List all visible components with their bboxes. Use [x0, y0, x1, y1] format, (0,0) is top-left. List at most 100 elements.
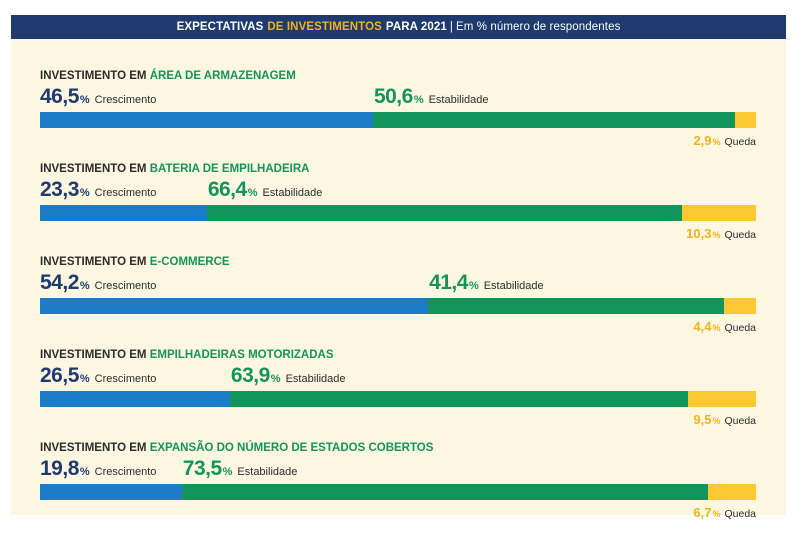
queda-label-value: 9,5 — [693, 412, 712, 427]
stacked-bar — [40, 484, 756, 500]
bar-estabilidade — [206, 205, 683, 221]
bar-crescimento — [40, 298, 429, 314]
bar-estabilidade — [181, 484, 709, 500]
estabilidade-label-value: 41,4 — [429, 271, 468, 294]
queda-label-series-label: Queda — [724, 508, 756, 520]
crescimento-label-value: 23,3 — [40, 178, 79, 201]
crescimento-label-percent-sign: % — [79, 187, 90, 199]
queda-label-value: 4,4 — [693, 319, 712, 334]
estabilidade-label-value: 73,5 — [182, 457, 222, 480]
bar-queda — [687, 391, 756, 407]
crescimento-label: 54,2% Crescimento — [40, 271, 156, 295]
header-title-highlight: DE INVESTIMENTOS — [267, 21, 382, 33]
crescimento-label-value: 46,5 — [40, 85, 79, 108]
header-title-part1: EXPECTATIVAS — [176, 21, 264, 33]
queda-label-percent-sign: % — [712, 137, 721, 147]
queda-label-value: 10,3 — [686, 226, 712, 241]
section-title-name: EXPANSÃO DO NÚMERO DE ESTADOS COBERTOS — [149, 442, 434, 454]
estabilidade-label-percent-sign: % — [468, 280, 479, 292]
header-separator: | — [449, 21, 453, 33]
bar-crescimento — [40, 391, 230, 407]
queda-label-percent-sign: % — [712, 509, 721, 519]
stacked-bar — [40, 112, 756, 128]
section-title: INVESTIMENTO EM ÁREA DE ARMAZENAGEM — [40, 70, 296, 82]
crescimento-label-series-label: Crescimento — [94, 94, 157, 106]
crescimento-label-series-label: Crescimento — [94, 373, 157, 385]
estabilidade-label-series-label: Estabilidade — [285, 373, 346, 385]
chart-section-3: INVESTIMENTO EM E-COMMERCE 54,2% Crescimen… — [40, 256, 756, 348]
estabilidade-label: 66,4% Estabilidade — [208, 178, 323, 202]
section-title-name: EMPILHADEIRAS MOTORIZADAS — [149, 349, 334, 361]
crescimento-label-series-label: Crescimento — [94, 187, 157, 199]
section-title-name: ÁREA DE ARMAZENAGEM — [149, 70, 296, 82]
chart-header: EXPECTATIVAS DE INVESTIMENTOS PARA 2021 … — [11, 15, 786, 39]
crescimento-label: 46,5% Crescimento — [40, 85, 156, 109]
estabilidade-label-percent-sign: % — [270, 373, 281, 385]
estabilidade-label-series-label: Estabilidade — [237, 466, 298, 478]
section-title: INVESTIMENTO EM EMPILHADEIRAS MOTORIZADA… — [40, 349, 334, 361]
queda-label-value: 6,7 — [693, 505, 712, 520]
stacked-bar — [40, 298, 756, 314]
bar-estabilidade — [229, 391, 688, 407]
section-title-prefix: INVESTIMENTO EM — [40, 349, 150, 361]
estabilidade-label: 73,5% Estabilidade — [183, 457, 298, 481]
bar-estabilidade — [372, 112, 736, 128]
section-title-prefix: INVESTIMENTO EM — [40, 442, 150, 454]
crescimento-label: 26,5% Crescimento — [40, 364, 156, 388]
section-title-prefix: INVESTIMENTO EM — [40, 70, 150, 82]
chart-section-2: INVESTIMENTO EM BATERIA DE EMPILHADEIRA 2… — [40, 163, 756, 255]
queda-label: 9,5% Queda — [693, 412, 756, 427]
bar-queda — [735, 112, 756, 128]
chart-section-1: INVESTIMENTO EM ÁREA DE ARMAZENAGEM 46,5%… — [40, 70, 756, 162]
estabilidade-label-percent-sign: % — [413, 94, 424, 106]
header-subtitle: Em % número de respondentes — [455, 21, 621, 33]
bar-crescimento — [40, 205, 207, 221]
queda-label-series-label: Queda — [724, 229, 756, 241]
estabilidade-label-series-label: Estabilidade — [262, 187, 323, 199]
estabilidade-label-percent-sign: % — [247, 187, 258, 199]
queda-label: 4,4% Queda — [693, 319, 756, 334]
bar-crescimento — [40, 484, 182, 500]
crescimento-label-value: 54,2 — [40, 271, 79, 294]
bar-queda — [708, 484, 756, 500]
chart-section-4: INVESTIMENTO EM EMPILHADEIRAS MOTORIZADA… — [40, 349, 756, 441]
queda-label: 2,9% Queda — [693, 133, 756, 148]
estabilidade-label-value: 50,6 — [373, 85, 413, 108]
estabilidade-label: 41,4% Estabilidade — [429, 271, 544, 295]
crescimento-label-percent-sign: % — [79, 373, 90, 385]
crescimento-label-percent-sign: % — [79, 466, 90, 478]
estabilidade-label-series-label: Estabilidade — [428, 94, 489, 106]
stacked-bar — [40, 391, 756, 407]
queda-label-series-label: Queda — [724, 322, 756, 334]
estabilidade-label: 50,6% Estabilidade — [374, 85, 489, 109]
section-title-prefix: INVESTIMENTO EM — [40, 163, 150, 175]
crescimento-label-series-label: Crescimento — [94, 466, 157, 478]
crescimento-label-series-label: Crescimento — [94, 280, 157, 292]
bar-queda — [682, 205, 756, 221]
crescimento-label-percent-sign: % — [79, 94, 90, 106]
section-title: INVESTIMENTO EM E-COMMERCE — [40, 256, 230, 268]
crescimento-label-value: 26,5 — [40, 364, 79, 387]
queda-label-percent-sign: % — [712, 230, 721, 240]
chart-section-5: INVESTIMENTO EM EXPANSÃO DO NÚMERO DE ES… — [40, 442, 756, 534]
queda-label-percent-sign: % — [712, 323, 721, 333]
crescimento-label: 23,3% Crescimento — [40, 178, 156, 202]
crescimento-label-value: 19,8 — [40, 457, 79, 480]
estabilidade-label: 63,9% Estabilidade — [231, 364, 346, 388]
bar-queda — [724, 298, 756, 314]
queda-label-value: 2,9 — [693, 133, 712, 148]
queda-label-series-label: Queda — [724, 415, 756, 427]
estabilidade-label-series-label: Estabilidade — [483, 280, 544, 292]
queda-label: 10,3% Queda — [686, 226, 756, 241]
queda-label-percent-sign: % — [712, 416, 721, 426]
chart-panel — [11, 15, 786, 515]
stacked-bar — [40, 205, 756, 221]
bar-estabilidade — [428, 298, 725, 314]
section-title-name: E-COMMERCE — [149, 256, 230, 268]
crescimento-label: 19,8% Crescimento — [40, 457, 156, 481]
crescimento-label-percent-sign: % — [79, 280, 90, 292]
section-title-prefix: INVESTIMENTO EM — [40, 256, 150, 268]
section-title: INVESTIMENTO EM BATERIA DE EMPILHADEIRA — [40, 163, 309, 175]
estabilidade-label-value: 66,4 — [207, 178, 247, 201]
section-title: INVESTIMENTO EM EXPANSÃO DO NÚMERO DE ES… — [40, 442, 433, 454]
